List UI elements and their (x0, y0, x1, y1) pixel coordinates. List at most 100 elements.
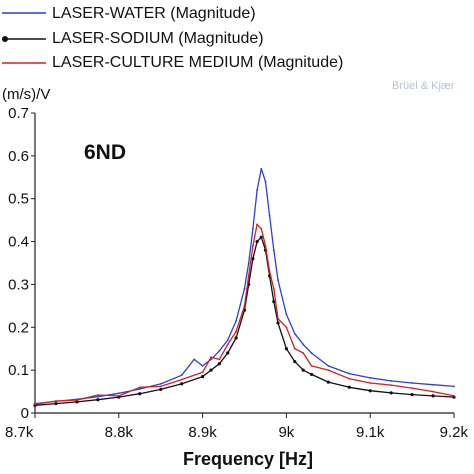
data-point-series-1 (347, 385, 351, 389)
data-point-series-1 (326, 380, 330, 384)
data-point-series-1 (309, 372, 314, 377)
data-point-series-1 (389, 391, 393, 395)
y-tick-label: 0.6 (8, 148, 29, 165)
data-point-series-0 (243, 287, 246, 290)
data-point-series-0 (411, 382, 413, 384)
legend-swatch-water (2, 12, 46, 14)
data-point-series-2 (247, 274, 250, 277)
data-point-series-2 (369, 382, 372, 384)
legend-swatch-sodium (2, 36, 46, 42)
legend-item-sodium: LASER-SODIUM (Magnitude) (0, 29, 474, 53)
data-point-series-0 (390, 379, 393, 382)
legend-label-sodium: LASER-SODIUM (Magnitude) (52, 30, 264, 47)
data-point-series-0 (226, 339, 229, 342)
data-point-series-1 (96, 398, 100, 402)
data-point-series-2 (453, 394, 455, 397)
data-point-series-2 (226, 343, 229, 346)
mode-annotation: 6ND (84, 141, 127, 164)
data-point-series-2 (180, 378, 183, 381)
data-point-series-0 (310, 352, 313, 354)
data-point-series-0 (348, 372, 351, 375)
data-point-series-2 (272, 287, 275, 290)
y-tick-label: 0.3 (8, 276, 29, 293)
data-point-series-0 (268, 214, 271, 217)
legend-label-water: LASER-WATER (Magnitude) (52, 5, 256, 22)
data-point-series-0 (180, 374, 183, 377)
y-tick-label: 0.5 (8, 191, 29, 208)
data-point-series-1 (251, 257, 255, 261)
y-tick-label: 0.2 (8, 319, 29, 336)
data-point-series-1 (255, 239, 259, 244)
data-point-series-1 (75, 400, 79, 404)
data-point-series-2 (235, 330, 238, 333)
data-point-series-2 (348, 377, 351, 380)
data-point-series-2 (138, 386, 141, 389)
legend-item-culture: LASER-CULTURE MEDIUM (Magnitude) (0, 53, 474, 77)
data-point-series-2 (264, 244, 267, 247)
data-point-series-1 (368, 389, 372, 393)
data-point-series-2 (285, 326, 288, 329)
y-tick-label: 0.4 (8, 234, 29, 251)
data-point-series-0 (159, 382, 162, 385)
x-axis-label: Frequency [Hz] (183, 449, 314, 469)
data-point-series-2 (117, 394, 120, 397)
data-point-series-2 (432, 390, 434, 393)
data-point-series-2 (277, 317, 279, 320)
legend-label-culture: LASER-CULTURE MEDIUM (Magnitude) (52, 54, 344, 71)
data-point-series-2 (201, 371, 204, 374)
x-tick-label: 8.7k (5, 424, 34, 441)
y-axis-label: (m/s)/V (2, 86, 51, 103)
data-point-series-1 (180, 382, 184, 386)
x-tick-label: 8.8k (105, 424, 134, 441)
data-point-series-2 (411, 387, 413, 390)
x-tick-label: 8.9k (188, 424, 217, 441)
data-point-series-2 (256, 223, 258, 226)
series-lines (33, 167, 456, 407)
y-ticks: 0 0.1 0.2 0.3 0.4 0.5 0.6 0.7 (8, 105, 35, 422)
legend-swatch-culture (2, 62, 46, 64)
legend: LASER-WATER (Magnitude) LASER-SODIUM (Ma… (0, 0, 474, 80)
data-point-series-0 (327, 364, 330, 367)
data-point-series-1 (217, 362, 221, 366)
data-point-series-2 (55, 400, 57, 402)
data-point-series-1 (272, 299, 276, 304)
series-line-2 (34, 223, 455, 406)
data-point-series-1 (293, 359, 297, 364)
x-tick-label: 9.2k (440, 424, 469, 441)
data-point-series-2 (210, 356, 212, 359)
data-point-series-0 (218, 349, 221, 352)
data-point-series-1 (54, 401, 58, 406)
data-point-series-1 (226, 351, 230, 355)
data-point-series-1 (209, 368, 213, 372)
data-point-series-2 (96, 394, 99, 396)
series-line-0 (34, 168, 455, 405)
data-point-series-1 (234, 336, 238, 340)
data-point-series-0 (247, 262, 250, 264)
y-tick-label: 0 (21, 405, 29, 422)
data-point-series-2 (327, 369, 330, 372)
watermark-text: Brüel & Kjær (392, 80, 455, 92)
data-point-series-2 (268, 270, 271, 273)
data-point-series-1 (301, 368, 305, 372)
data-point-series-0 (277, 279, 279, 282)
x-tick-label: 9k (278, 424, 294, 441)
data-point-series-0 (369, 376, 372, 379)
data-point-series-1 (159, 387, 163, 392)
data-point-series-0 (264, 180, 267, 183)
data-point-series-2 (251, 244, 254, 247)
data-point-series-2 (293, 347, 296, 350)
data-point-series-0 (302, 343, 305, 346)
data-point-series-2 (243, 304, 246, 307)
data-point-series-2 (310, 364, 313, 367)
data-point-series-1 (431, 394, 435, 398)
data-point-series-0 (256, 189, 258, 192)
data-point-series-0 (293, 332, 296, 335)
data-point-series-0 (453, 385, 455, 388)
y-tick-label: 0.1 (8, 362, 29, 379)
data-point-series-1 (284, 347, 288, 351)
y-tick-label: 0.7 (8, 105, 29, 122)
data-point-series-0 (251, 227, 254, 230)
data-point-series-0 (285, 313, 288, 316)
data-point-series-0 (96, 395, 99, 398)
